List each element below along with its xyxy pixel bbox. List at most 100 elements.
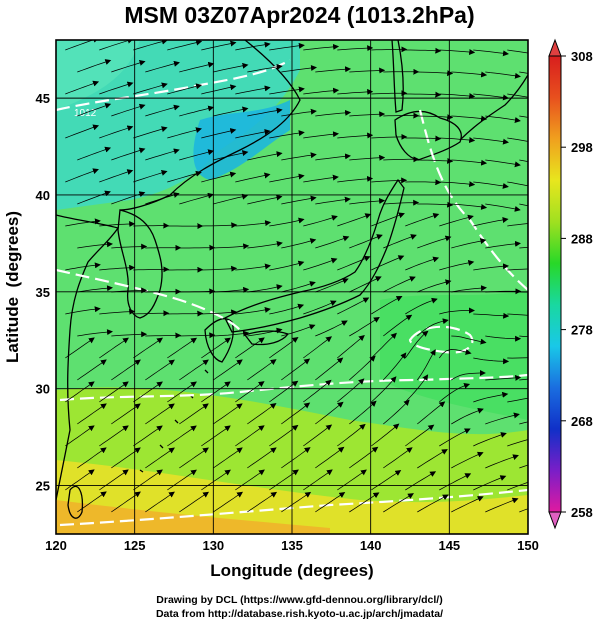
colorbar-bar	[548, 55, 562, 513]
y-axis: 25 30 35 40 45	[36, 91, 50, 493]
streamline	[519, 335, 528, 337]
streamline	[507, 397, 528, 403]
streamline	[65, 124, 100, 139]
streamline	[405, 297, 438, 315]
streamline	[371, 46, 408, 53]
streamline	[349, 316, 380, 337]
streamline	[473, 357, 510, 365]
streamline	[315, 109, 352, 117]
streamline	[247, 63, 283, 73]
streamline	[417, 494, 449, 513]
cool-region-nw	[56, 40, 140, 110]
streamline	[473, 263, 509, 271]
streamline	[349, 198, 386, 205]
streamline	[349, 111, 386, 118]
streamline	[111, 191, 146, 205]
y-tick-label: 35	[36, 285, 50, 300]
kyushu-coast	[204, 318, 234, 363]
streamline	[269, 42, 305, 51]
streamline	[77, 146, 112, 161]
streamline	[417, 235, 452, 249]
streamline	[213, 62, 249, 73]
isobar-a	[56, 268, 241, 331]
streamline	[235, 220, 272, 227]
streamline	[451, 159, 488, 166]
streamline	[213, 447, 243, 469]
honshu-coast	[224, 178, 405, 333]
streamline	[507, 137, 528, 142]
streamline	[133, 126, 168, 139]
streamline	[201, 40, 237, 51]
streamline	[213, 150, 249, 161]
streamline	[451, 335, 487, 345]
streamline	[235, 381, 265, 403]
streamline	[337, 334, 365, 359]
streamline	[145, 148, 180, 161]
streamline	[417, 70, 454, 77]
plot-frame	[55, 39, 529, 535]
colorbar-tick-label: 268	[571, 414, 593, 429]
streamline	[473, 312, 510, 319]
streamline	[337, 175, 374, 183]
streamline	[77, 285, 113, 293]
streamline	[65, 337, 95, 359]
streamline	[315, 196, 351, 205]
streamline	[451, 238, 487, 249]
streamline	[179, 403, 209, 425]
streamline	[451, 203, 488, 210]
streamline	[473, 137, 509, 145]
streamline	[179, 359, 209, 381]
streamline	[473, 475, 507, 491]
streamline	[99, 469, 129, 491]
streamline	[65, 469, 95, 491]
streamline	[145, 359, 175, 381]
streamline	[315, 320, 348, 337]
streamline	[179, 192, 214, 205]
credit-data: Data from http://database.rish.kyoto-u.a…	[155, 608, 444, 620]
streamline	[507, 181, 528, 187]
isobar-1012	[56, 59, 291, 112]
streamline	[99, 40, 134, 51]
streamline	[383, 399, 410, 425]
streamline	[99, 221, 136, 227]
streamline	[133, 381, 163, 403]
streamline	[383, 447, 413, 469]
streamline	[235, 469, 265, 491]
streamline	[417, 157, 454, 164]
gridlines	[56, 40, 528, 534]
streamline	[507, 357, 528, 359]
y-tick-label: 45	[36, 91, 50, 106]
streamline	[235, 306, 271, 315]
streamline	[405, 135, 442, 142]
streamline	[145, 60, 180, 73]
streamline	[337, 423, 366, 447]
streamline	[77, 102, 112, 117]
russia-coast	[119, 40, 301, 211]
streamline	[337, 213, 372, 227]
streamline	[77, 329, 113, 337]
streamline	[383, 276, 416, 293]
streamline	[269, 469, 299, 491]
streamline	[439, 428, 471, 447]
streamline	[235, 337, 265, 359]
streamline	[451, 115, 488, 122]
taiwan-coast	[67, 485, 84, 519]
streamline	[417, 114, 454, 121]
streamline	[451, 285, 487, 293]
pacific-region	[380, 290, 528, 420]
streamline	[167, 170, 202, 183]
streamline	[371, 133, 408, 140]
streamline	[235, 129, 271, 139]
streamline	[133, 82, 168, 95]
streamline	[473, 93, 509, 101]
isobar-e	[408, 325, 474, 354]
streamline	[77, 403, 107, 425]
streamline	[235, 85, 271, 95]
streamline	[371, 376, 397, 403]
streamline	[349, 154, 386, 161]
streamline	[179, 105, 215, 117]
streamline	[383, 156, 420, 163]
streamline	[201, 309, 238, 316]
streamline	[247, 194, 283, 205]
streamline	[507, 93, 528, 98]
